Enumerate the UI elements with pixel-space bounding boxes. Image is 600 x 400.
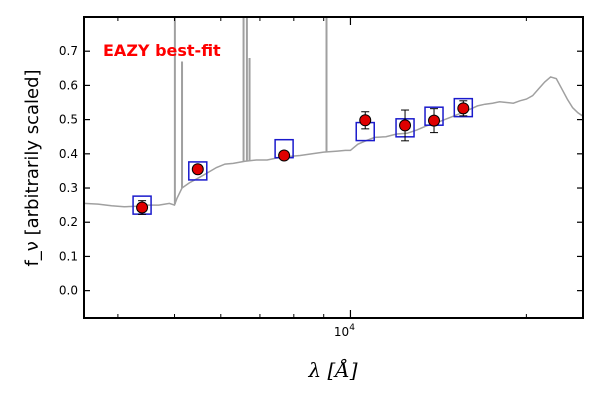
y-tick-label: 0.5 xyxy=(59,113,78,127)
x-axis-label: λ [Å] xyxy=(307,357,357,382)
y-tick-label: 0.3 xyxy=(59,181,78,195)
photometry-point xyxy=(428,114,441,127)
y-tick-label: 0.2 xyxy=(59,215,78,229)
axis-ticks xyxy=(84,17,583,318)
model-sed-line xyxy=(84,76,583,208)
x-tick-label: 104 xyxy=(334,323,355,339)
y-tick-labels: 0.0 0.1 0.2 0.3 0.4 0.5 0.6 0.7 xyxy=(59,44,78,297)
y-axis-label: f_ν [arbitrarily scaled] xyxy=(22,69,43,266)
photometry-point xyxy=(399,119,412,132)
annotation-label: EAZY best-fit xyxy=(103,41,221,60)
y-tick-label: 0.6 xyxy=(59,78,78,92)
photometry-point xyxy=(457,102,470,115)
model-flux-box xyxy=(453,97,474,118)
photometry-point xyxy=(191,163,204,176)
y-tick-label: 0.0 xyxy=(59,284,78,298)
model-flux-box xyxy=(188,161,208,181)
y-tick-label: 0.1 xyxy=(59,249,78,263)
y-tick-label: 0.4 xyxy=(59,147,78,161)
photometry-point xyxy=(359,114,372,127)
photometry-point xyxy=(278,149,291,162)
x-tick-labels: 104 xyxy=(334,323,355,339)
photometry-point xyxy=(136,201,149,214)
y-tick-label: 0.7 xyxy=(59,44,78,58)
plot-frame xyxy=(83,16,584,319)
photometry-layer xyxy=(132,97,474,215)
